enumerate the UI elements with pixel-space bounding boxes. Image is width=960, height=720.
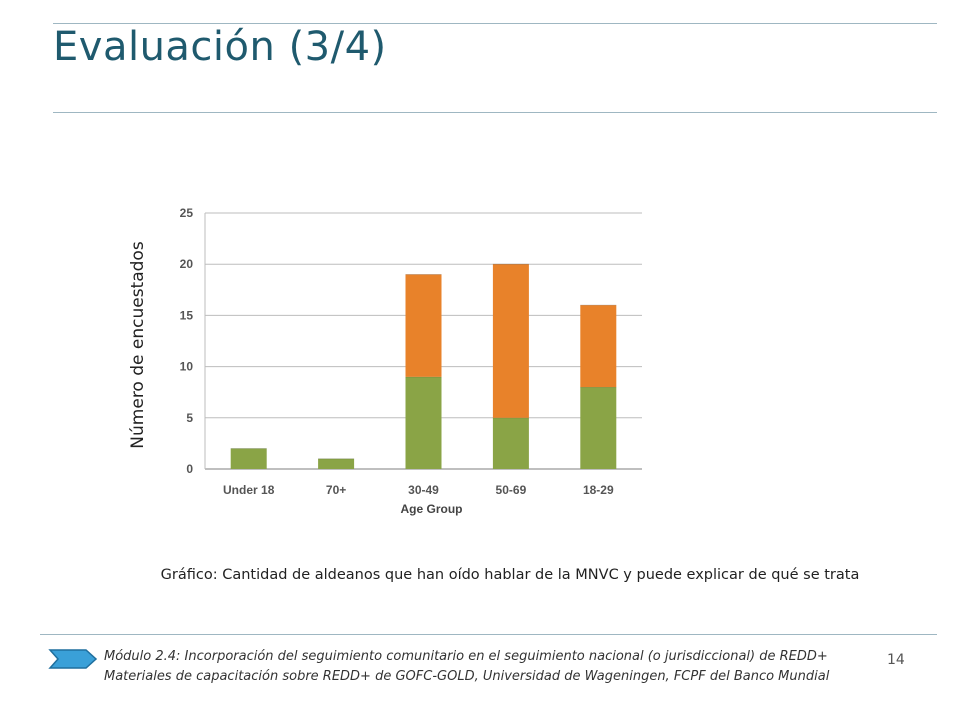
title-bottom-rule [53, 112, 937, 113]
y-tick-label: 5 [186, 411, 193, 425]
x-tick-label: 18-29 [583, 483, 614, 497]
y-tick-label: 20 [180, 257, 194, 271]
x-tick-label: Under 18 [223, 483, 275, 497]
bar-segment [492, 264, 529, 418]
chart-caption: Gráfico: Cantidad de aldeanos que han oí… [160, 567, 860, 583]
y-tick-label: 25 [180, 206, 194, 220]
bar-segment [580, 387, 617, 469]
footer-line-credits: Materiales de capacitación sobre REDD+ d… [104, 669, 830, 684]
x-tick-label: 70+ [326, 483, 346, 497]
page-number: 14 [887, 652, 905, 668]
x-axis-title: Age Group [401, 502, 463, 516]
bar-segment [405, 274, 442, 377]
bar-segment [405, 376, 442, 469]
bar-segment [492, 417, 529, 469]
y-tick-label: 10 [180, 360, 194, 374]
bar-segment [318, 458, 355, 469]
chevron-arrow-icon [48, 649, 98, 669]
bar-segment [580, 305, 617, 388]
footer-line-module: Módulo 2.4: Incorporación del seguimient… [104, 649, 828, 664]
bar-segment [230, 448, 267, 469]
x-tick-label: 30-49 [408, 483, 439, 497]
y-tick-label: 0 [186, 462, 193, 476]
y-tick-label: 15 [180, 308, 194, 322]
x-tick-label: 50-69 [496, 483, 527, 497]
footer-text: Módulo 2.4: Incorporación del seguimient… [104, 647, 894, 687]
footer-rule [40, 634, 937, 635]
page-title: Evaluación (3/4) [53, 24, 387, 70]
title-top-rule [53, 23, 937, 24]
